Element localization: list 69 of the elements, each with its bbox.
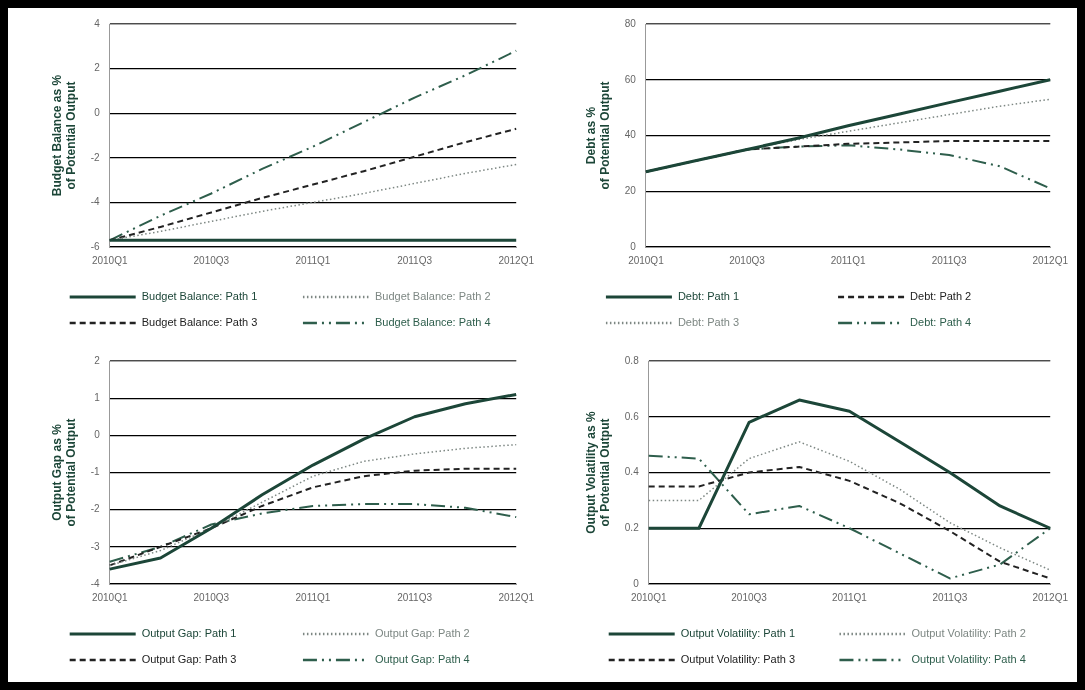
text: Output Gap: Path 2 [374,627,470,640]
y-tick-label: 80 [624,17,637,29]
y-tick-label: 0.8 [624,354,640,366]
x-tick-label: 2011Q1 [295,254,331,266]
y-tick-label: 40 [624,129,637,141]
x-tick-label: 2010Q1 [628,254,665,266]
y-axis-title: Budget Balance as % of Potential Output [49,74,78,197]
text: Budget Balance: Path 4 [374,316,491,329]
x-tick-label: 2011Q3 [931,254,967,266]
x-tick-label: 2011Q1 [830,254,866,266]
y-tick-label: 0 [94,106,101,118]
y-axis-title: Debt as % of Potential Output [583,81,612,190]
x-tick-label: 2010Q1 [91,254,128,266]
x-tick-label: 2012Q1 [1032,591,1069,603]
y-tick-label: -4 [90,196,101,208]
y-tick-label: 0 [633,577,640,589]
text: Output Volatility: Path 2 [911,627,1026,640]
x-tick-label: 2010Q3 [731,591,768,603]
y-tick-label: 0 [94,429,101,441]
x-tick-label: 2012Q1 [498,254,535,266]
x-tick-label: 2011Q1 [295,591,331,603]
y-tick-label: -3 [90,540,101,552]
y-tick-label: 0.6 [624,410,640,422]
y-axis-title: Output Gap as % of Potential Output [49,418,78,527]
text: Debt: Path 1 [677,290,740,303]
line-series [108,503,518,563]
line-series [108,443,517,567]
y-tick-label: 0.2 [624,522,640,533]
y-axis-title: Output Volatility as % of Potential Output [583,410,612,534]
text: Output Volatility: Path 3 [680,653,796,666]
line-series [108,467,518,567]
text: Budget Balance: Path 2 [374,290,491,303]
y-tick-label: 0 [630,240,637,252]
x-tick-label: 2010Q3 [193,254,230,266]
text: Output Volatility: Path 1 [680,627,796,640]
y-tick-label: 2 [94,354,101,366]
line-series [647,441,1051,571]
text: Output Volatility: Path 4 [911,653,1026,666]
x-tick-label: 2010Q1 [91,591,128,603]
x-tick-label: 2010Q3 [729,254,766,266]
y-tick-label: -4 [90,577,101,589]
text: Budget Balance: Path 3 [141,316,258,329]
y-tick-label: -6 [90,240,101,252]
x-tick-label: 2010Q3 [193,591,230,603]
text: Output Gap: Path 1 [141,627,237,640]
x-tick-label: 2011Q3 [932,591,968,603]
x-tick-label: 2012Q1 [1032,254,1069,266]
line-series [108,49,518,242]
x-tick-label: 2011Q3 [397,254,433,266]
line-series [108,127,518,242]
x-tick-label: 2010Q1 [630,591,667,603]
x-tick-label: 2012Q1 [498,591,535,603]
x-tick-label: 2011Q1 [832,591,868,603]
text: Output Gap: Path 4 [374,653,470,666]
y-tick-label: 20 [624,185,637,196]
y-tick-label: 2 [94,62,101,74]
y-tick-label: -2 [90,151,101,163]
y-tick-label: -2 [90,503,101,515]
y-tick-label: 1 [94,391,101,403]
text: Debt: Path 4 [910,316,972,329]
y-tick-label: 4 [94,17,101,29]
text: Debt: Path 2 [910,290,972,303]
y-tick-label: 60 [624,73,637,85]
text: Debt: Path 3 [677,316,740,329]
x-tick-label: 2011Q3 [397,591,433,603]
y-tick-label: -1 [90,466,101,478]
text: Budget Balance: Path 1 [141,290,258,303]
y-tick-label: 0.4 [624,466,640,478]
text: Output Gap: Path 3 [141,653,237,666]
